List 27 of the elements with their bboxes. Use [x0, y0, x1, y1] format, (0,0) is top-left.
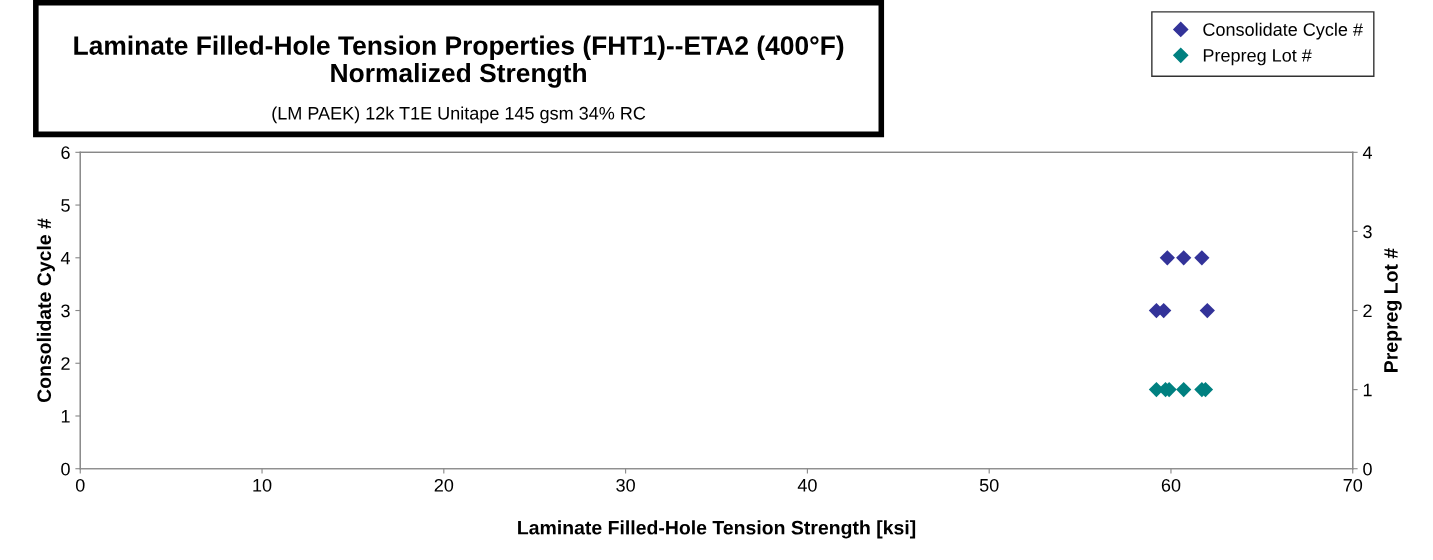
y-axis-title: Consolidate Cycle #	[36, 218, 55, 403]
y-tick-label: 0	[61, 462, 70, 476]
y-tick-label: 4	[60, 251, 70, 265]
y-tick-label: 5	[61, 199, 70, 212]
x-tick-label: 40	[797, 478, 817, 492]
x-tick-label: 50	[979, 478, 999, 492]
y-tick-label: 2	[61, 357, 70, 370]
y2-tick-label: 3	[1363, 225, 1372, 239]
x-tick-label: 30	[616, 478, 635, 492]
x-tick-label: 70	[1343, 478, 1363, 492]
y-tick-label: 6	[61, 146, 70, 160]
chart-title: Laminate Filled-Hole Tension Properties (FHT1)--ETA2 (400°F) Normalized Strength	[74, 35, 844, 88]
y2-tick-label: 1	[1363, 383, 1372, 397]
x-tick-label: 0	[75, 478, 85, 492]
y-tick-label: 3	[61, 304, 70, 318]
legend-label: Consolidate Cycle #	[1203, 22, 1363, 40]
y2-tick-label: 0	[1363, 462, 1372, 476]
y2-axis-title: Prepreg Lot #	[1384, 248, 1402, 372]
y2-tick-label: 2	[1363, 304, 1372, 318]
x-tick-label: 10	[253, 478, 272, 492]
x-tick-label: 20	[434, 478, 454, 492]
x-tick-label: 60	[1161, 478, 1181, 492]
y2-tick-label: 4	[1362, 146, 1372, 159]
x-axis-title: Laminate Filled-Hole Tension Strength [ksi]	[518, 520, 916, 539]
y-tick-label: 1	[61, 410, 70, 423]
chart-subtitle: (LM PAEK) 12k T1E Unitape 145 gsm 34% RC	[272, 106, 646, 124]
legend-label: Prepreg Lot #	[1203, 49, 1312, 66]
